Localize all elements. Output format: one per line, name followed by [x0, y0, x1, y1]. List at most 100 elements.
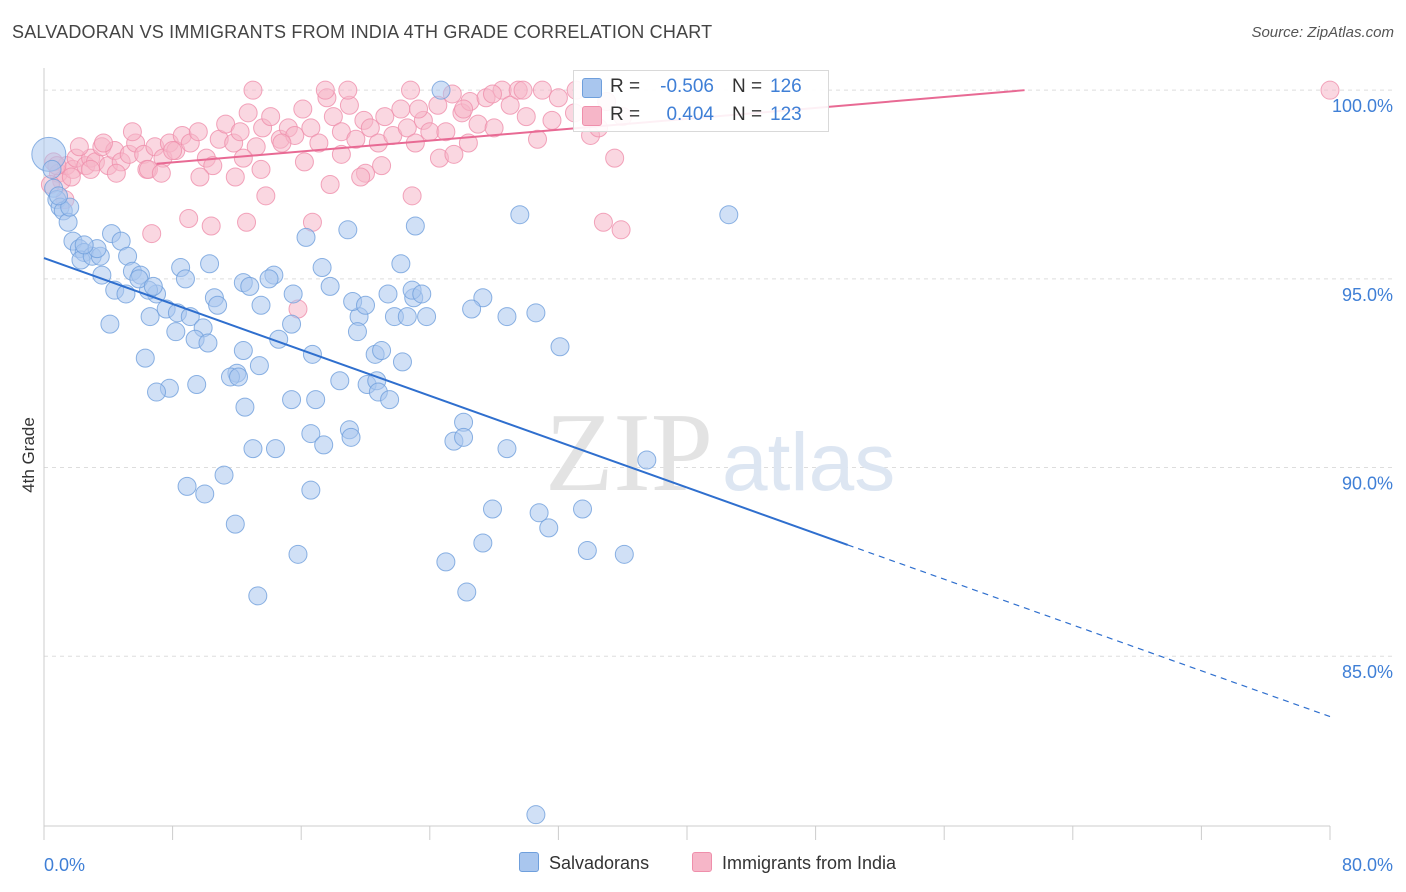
india-point	[142, 224, 162, 244]
salvadoran-point	[187, 375, 207, 395]
x-tick-label: 0.0%	[44, 855, 85, 875]
india-point	[106, 163, 126, 183]
salvadoran-point	[550, 337, 570, 357]
india-point	[351, 167, 371, 187]
salvadoran-point	[312, 258, 332, 278]
y-tick-label: 85.0%	[1342, 662, 1393, 682]
india-point	[401, 80, 421, 100]
india-point	[513, 80, 533, 100]
salvadoran-point	[417, 307, 437, 327]
salvadoran-point	[147, 382, 167, 402]
india-point	[516, 107, 536, 127]
india-point	[323, 107, 343, 127]
salvadoran-point	[529, 503, 549, 523]
salvadoran-point	[198, 333, 218, 353]
salvadoran-trend-extension	[847, 544, 1331, 718]
india-point	[188, 122, 208, 142]
watermark-zip: ZIP	[545, 391, 713, 515]
salvadoran-point	[719, 205, 739, 225]
india-point	[528, 129, 548, 149]
india-point	[346, 129, 366, 149]
salvadoran-point	[240, 276, 260, 296]
india-point	[468, 114, 488, 134]
y-tick-label: 90.0%	[1342, 474, 1393, 494]
tick-labels: 85.0% 90.0% 95.0% 100.0% 0.0% 80.0%	[44, 96, 1393, 875]
salvadoran-point	[614, 544, 634, 564]
salvadoran-point	[301, 424, 321, 444]
legend: R = -0.506 N = 126 R = 0.404 N = 123	[573, 70, 829, 132]
salvadoran-point	[341, 427, 361, 447]
india-point	[611, 220, 631, 240]
legend-n-label: N =	[732, 76, 763, 97]
legend-swatch-pink	[582, 106, 602, 126]
salvadoran-point	[229, 367, 249, 387]
india-point	[409, 99, 429, 119]
india-point	[309, 133, 329, 153]
india-point	[225, 167, 245, 187]
salvadoran-point	[338, 220, 358, 240]
salvadoran-point	[135, 348, 155, 368]
india-point	[397, 118, 417, 138]
salvadoran-point	[380, 390, 400, 410]
india-point	[294, 152, 314, 172]
salvadoran-point	[74, 235, 94, 255]
india-point	[482, 84, 502, 104]
watermark-atlas: atlas	[722, 417, 895, 508]
bottom-legend-india: Immigrants from India	[692, 852, 896, 874]
india-point	[542, 110, 562, 130]
salvadoran-point	[391, 254, 411, 274]
salvadoran-point	[392, 352, 412, 372]
salvadoran-point	[497, 439, 517, 459]
salvadoran-point	[330, 371, 350, 391]
salvadoran-point	[42, 159, 62, 179]
india-point	[151, 163, 171, 183]
india-point	[420, 122, 440, 142]
legend-row-salvadorans: R = -0.506 N = 126	[574, 74, 828, 100]
salvadoran-point	[457, 582, 477, 602]
salvadoran-point	[526, 303, 546, 323]
india-point	[484, 118, 504, 138]
india-point	[593, 212, 613, 232]
salvadoran-point	[282, 390, 302, 410]
salvadoran-point	[259, 269, 279, 289]
salvadoran-point	[48, 186, 68, 206]
india-point	[1320, 80, 1340, 100]
india-point	[293, 99, 313, 119]
y-tick-label: 95.0%	[1342, 285, 1393, 305]
salvadoran-point	[100, 314, 120, 334]
salvadoran-point	[378, 284, 398, 304]
salvadoran-point	[265, 439, 285, 459]
india-point	[375, 107, 395, 127]
salvadoran-point	[60, 197, 80, 217]
india-point	[532, 80, 552, 100]
india-point	[69, 137, 89, 157]
salvadoran-point	[473, 288, 493, 308]
salvadoran-point	[356, 295, 375, 315]
salvadoran-point	[539, 518, 559, 538]
salvadoran-point	[526, 805, 546, 825]
y-axis-label: 4th Grade	[19, 417, 38, 493]
chart-title: SALVADORAN VS IMMIGRANTS FROM INDIA 4TH …	[12, 22, 713, 42]
salvadoran-point	[320, 276, 340, 296]
salvadoran-point	[301, 480, 321, 500]
india-point	[372, 156, 392, 176]
salvadoran-point	[233, 341, 253, 361]
india-point	[190, 167, 210, 187]
salvadoran-point	[431, 80, 451, 100]
salvadoran-point	[296, 227, 316, 247]
legend-swatch-blue	[519, 852, 539, 872]
india-point	[500, 95, 520, 115]
india-point	[61, 167, 81, 187]
salvadoran-point	[462, 299, 482, 319]
salvadoran-point	[473, 533, 493, 553]
salvadoran-point	[143, 276, 163, 296]
legend-series-name: Salvadorans	[549, 853, 650, 873]
salvadoran-point	[577, 541, 597, 561]
legend-r-label: R =	[610, 104, 641, 125]
salvadoran-point	[482, 499, 502, 519]
india-point	[360, 118, 380, 138]
india-point	[444, 144, 464, 164]
salvadoran-point	[573, 499, 593, 519]
salvadoran-point	[436, 552, 456, 572]
